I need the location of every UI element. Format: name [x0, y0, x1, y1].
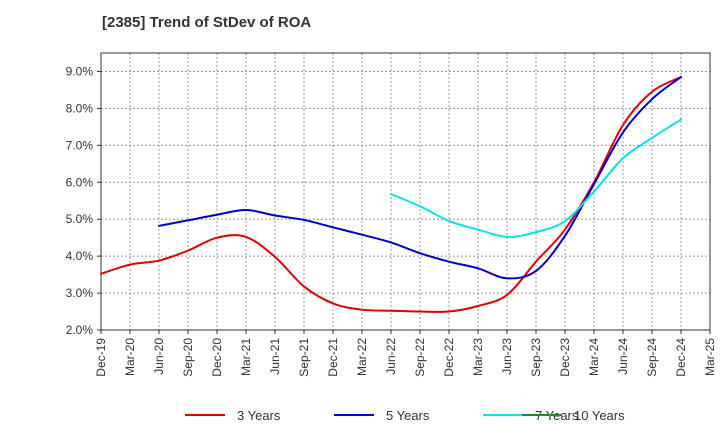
x-tick-label: Mar-24: [587, 338, 601, 376]
x-tick-label: Mar-21: [239, 338, 253, 376]
legend-label: 3 Years: [237, 408, 281, 423]
x-tick-label: Jun-21: [268, 338, 282, 375]
y-tick-label: 2.0%: [66, 323, 94, 337]
x-tick-label: Dec-24: [674, 338, 688, 377]
x-tick-label: Mar-25: [703, 338, 717, 376]
y-tick-label: 3.0%: [66, 286, 94, 300]
x-tick-label: Sep-24: [645, 338, 659, 377]
x-tick-label: Jun-24: [616, 338, 630, 375]
x-tick-label: Mar-20: [123, 338, 137, 376]
series-line-7-years: [390, 118, 682, 238]
legend-label: 5 Years: [386, 408, 430, 423]
y-tick-label: 8.0%: [66, 101, 94, 115]
y-tick-label: 9.0%: [66, 64, 94, 78]
series-layer: [100, 76, 682, 313]
x-tick-label: Jun-22: [384, 338, 398, 375]
series-line-5-years: [158, 76, 682, 280]
x-tick-label: Dec-21: [326, 338, 340, 377]
y-tick-label: 5.0%: [66, 212, 94, 226]
y-axis: 2.0% 3.0% 4.0% 5.0% 6.0% 7.0% 8.0% 9.0%: [66, 64, 101, 337]
grid-layer: [101, 53, 710, 330]
y-tick-label: 6.0%: [66, 175, 94, 189]
x-tick-label: Mar-23: [471, 338, 485, 376]
x-tick-label: Jun-23: [500, 338, 514, 375]
x-tick-label: Sep-22: [413, 338, 427, 377]
x-tick-label: Sep-23: [529, 338, 543, 377]
chart-title: [2385] Trend of StDev of ROA: [102, 14, 312, 31]
x-tick-label: Sep-21: [297, 338, 311, 377]
x-tick-label: Dec-23: [558, 338, 572, 377]
x-tick-label: Mar-22: [355, 338, 369, 376]
x-tick-label: Dec-20: [210, 338, 224, 377]
y-tick-label: 4.0%: [66, 249, 94, 263]
y-tick-label: 7.0%: [66, 138, 94, 152]
x-tick-label: Dec-22: [442, 338, 456, 377]
x-axis: Dec-19 Mar-20 Jun-20 Sep-20 Dec-20 Mar-21 Jun-…: [94, 330, 717, 377]
legend-label: 10 Years: [574, 408, 625, 423]
x-tick-label: Sep-20: [181, 338, 195, 377]
x-tick-label: Dec-19: [94, 338, 108, 377]
plot-area: [100, 52, 711, 331]
x-tick-label: Jun-20: [152, 338, 166, 375]
